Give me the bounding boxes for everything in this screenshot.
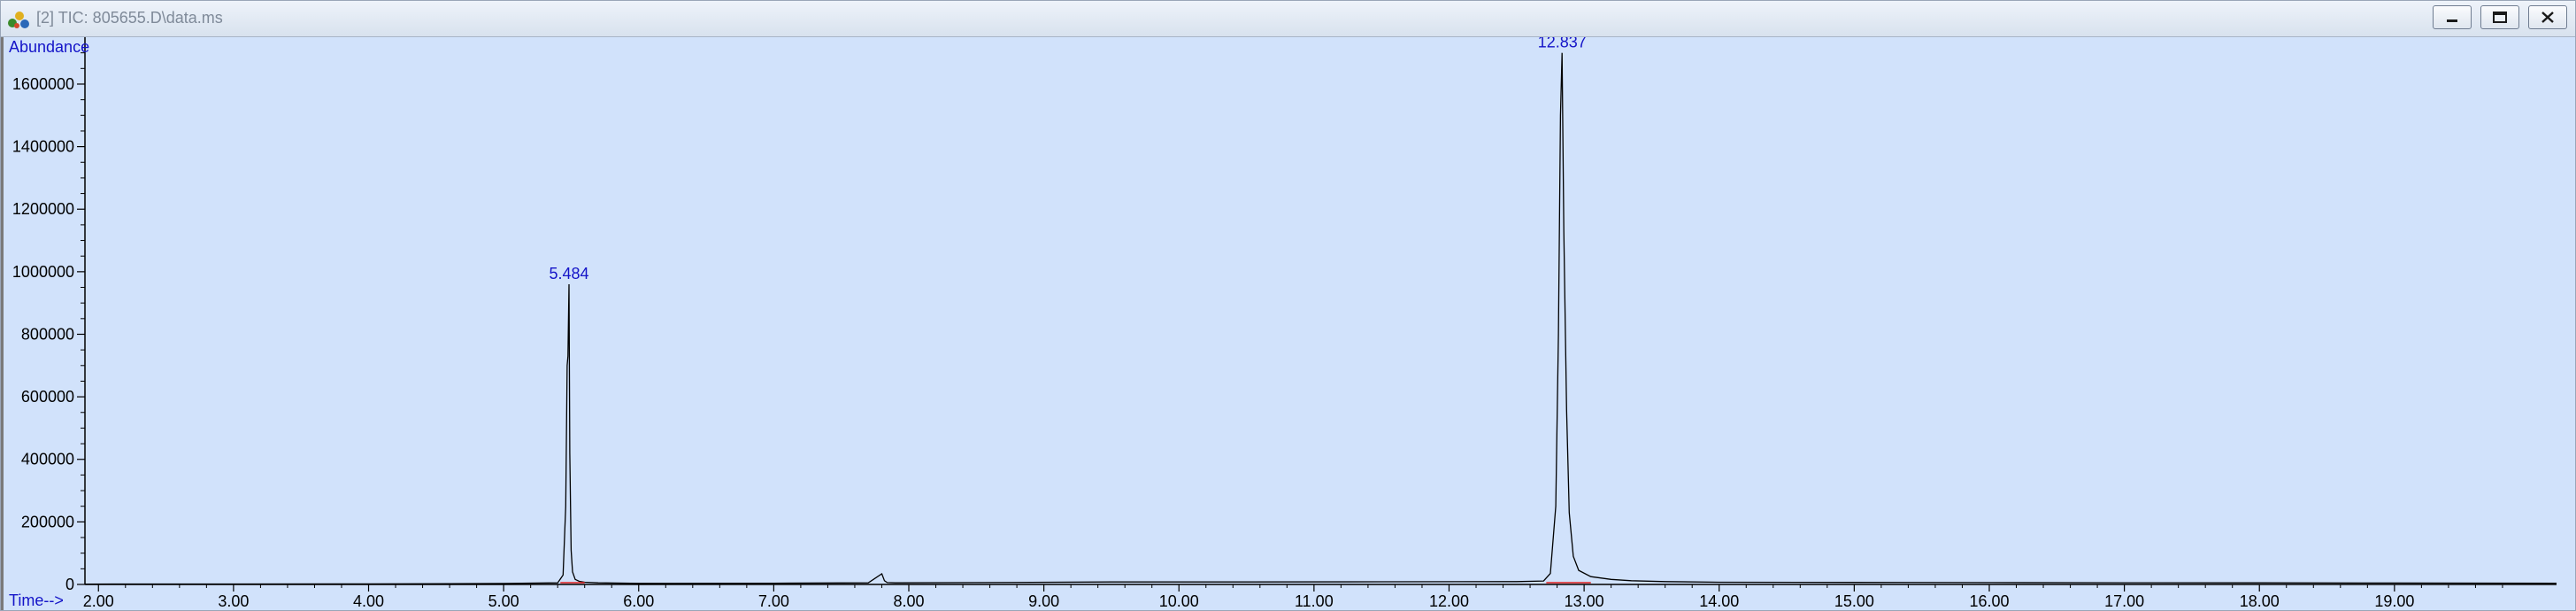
x-axis: 2.00 3.00 4.00 5.00 6.00 7.00 8.00 9.00 10.00 11.… — [83, 584, 2503, 610]
y-tick-label: 1000000 — [12, 263, 74, 281]
tic-trace — [84, 52, 2557, 585]
x-tick-label: 17.00 — [2104, 592, 2144, 610]
x-tick-label: 11.00 — [1295, 592, 1334, 610]
chromatogram-app-icon — [8, 12, 29, 28]
x-tick-label: 3.00 — [218, 592, 249, 610]
peak-labels: 5.484 12.837 — [549, 37, 1586, 282]
x-tick-label: 6.00 — [623, 592, 654, 610]
tic-chart[interactable]: 0 200000 400000 600000 800000 1000000 1200000 1… — [4, 37, 2575, 610]
y-axis-label: Abundance — [9, 38, 89, 56]
restore-icon — [2493, 12, 2507, 23]
x-tick-label: 7.00 — [758, 592, 789, 610]
x-axis-label: Time--> — [9, 592, 64, 609]
minimize-icon — [2447, 19, 2457, 22]
x-tick-label: 8.00 — [893, 592, 924, 610]
chromatogram-plot[interactable]: 0 200000 400000 600000 800000 1000000 1200000 1… — [1, 37, 2575, 610]
x-tick-label: 12.00 — [1429, 592, 1469, 610]
x-tick-label: 5.00 — [488, 592, 519, 610]
title-bar[interactable]: [2] TIC: 805655.D\data.ms — [1, 1, 2575, 37]
x-tick-label: 15.00 — [1834, 592, 1874, 610]
x-tick-label: 18.00 — [2240, 592, 2280, 610]
x-tick-label: 16.00 — [1969, 592, 2009, 610]
y-tick-label: 0 — [65, 576, 74, 593]
y-tick-label: 800000 — [21, 325, 74, 343]
y-tick-label: 1400000 — [12, 138, 74, 156]
x-tick-label: 13.00 — [1565, 592, 1604, 610]
window-title: [2] TIC: 805655.D\data.ms — [36, 9, 223, 27]
y-tick-label: 1200000 — [12, 200, 74, 218]
peak-label[interactable]: 12.837 — [1538, 37, 1587, 51]
x-tick-label: 10.00 — [1159, 592, 1199, 610]
x-tick-label: 9.00 — [1028, 592, 1059, 610]
x-tick-label: 14.00 — [1699, 592, 1739, 610]
y-tick-label: 200000 — [21, 513, 74, 530]
x-tick-label: 4.00 — [353, 592, 384, 610]
restore-button[interactable] — [2480, 5, 2519, 29]
y-tick-label: 600000 — [21, 388, 74, 406]
y-axis: 0 200000 400000 600000 800000 1000000 1200000 1… — [12, 52, 85, 593]
y-tick-label: 400000 — [21, 451, 74, 468]
minimize-button[interactable] — [2433, 5, 2472, 29]
peak-label[interactable]: 5.484 — [549, 265, 588, 282]
x-tick-label: 19.00 — [2374, 592, 2414, 610]
close-button[interactable] — [2528, 5, 2567, 29]
close-icon — [2541, 12, 2554, 23]
y-tick-label: 1600000 — [12, 75, 74, 93]
x-tick-label: 2.00 — [83, 592, 114, 610]
